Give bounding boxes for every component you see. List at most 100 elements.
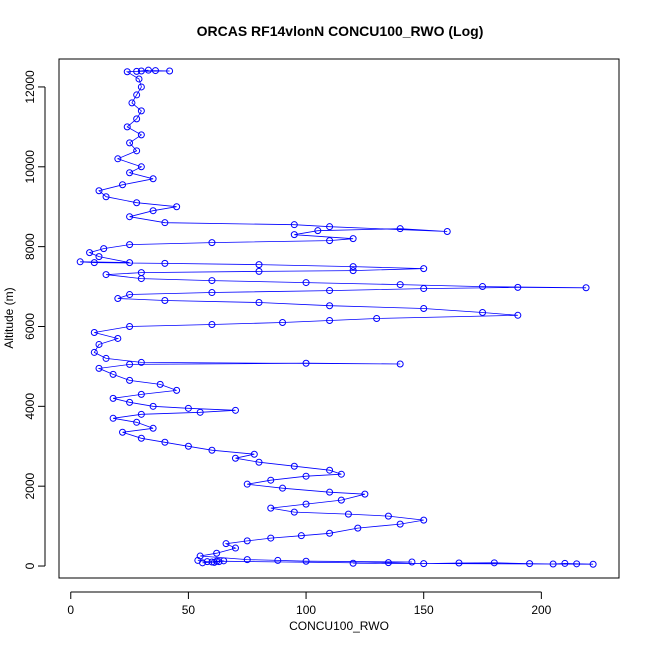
data-point <box>90 259 98 267</box>
data-point <box>149 424 157 432</box>
data-point <box>561 559 569 567</box>
data-point <box>95 253 103 261</box>
plot-frame <box>58 58 620 579</box>
data-point <box>196 552 204 560</box>
data-point <box>514 283 522 291</box>
data-point <box>290 231 298 239</box>
y-tick-label: 6000 <box>23 313 37 340</box>
data-point <box>137 163 145 171</box>
data-point <box>526 560 534 568</box>
data-point <box>582 284 590 292</box>
data-point <box>173 386 181 394</box>
data-point <box>208 239 216 247</box>
x-axis-label: CONCU100_RWO <box>289 619 389 633</box>
data-point <box>126 360 134 368</box>
data-point <box>349 235 357 243</box>
data-point <box>86 249 94 257</box>
data-point <box>373 315 381 322</box>
data-point <box>126 376 134 384</box>
data-point <box>199 559 207 567</box>
x-tick-label: 150 <box>414 603 434 617</box>
data-point <box>267 534 275 542</box>
data-point <box>126 259 134 267</box>
data-point <box>137 390 145 398</box>
data-point <box>149 402 157 410</box>
series-line <box>80 69 594 565</box>
data-point <box>149 207 157 215</box>
data-point <box>455 559 463 567</box>
data-point <box>126 322 134 330</box>
data-point <box>123 123 131 131</box>
data-point <box>184 442 192 450</box>
data-point <box>123 68 131 76</box>
data-point <box>90 348 98 356</box>
data-point <box>250 450 258 458</box>
data-point <box>361 490 369 498</box>
data-point <box>144 66 152 74</box>
data-point <box>302 472 310 480</box>
data-point <box>573 560 581 568</box>
data-point <box>408 558 416 566</box>
data-point <box>396 225 404 233</box>
data-point <box>133 147 141 155</box>
data-point <box>349 263 357 271</box>
x-tick-label: 50 <box>182 603 196 617</box>
data-point <box>243 537 251 545</box>
data-point <box>173 203 181 211</box>
data-point <box>213 549 221 557</box>
y-tick-label: 10000 <box>23 150 37 184</box>
data-point <box>326 488 334 496</box>
data-point <box>137 358 145 366</box>
y-tick-label: 12000 <box>23 70 37 104</box>
data-point <box>326 237 334 245</box>
chart-title: ORCAS RF14vlonN CONCU100_RWO (Log) <box>197 23 484 39</box>
data-point <box>231 544 239 552</box>
data-point <box>549 560 557 568</box>
data-point <box>514 311 522 319</box>
data-point <box>203 558 211 566</box>
data-point <box>326 302 334 310</box>
data-point <box>420 285 428 293</box>
data-point <box>302 500 310 508</box>
data-point <box>135 75 143 83</box>
data-point <box>126 291 134 299</box>
data-point <box>196 408 204 416</box>
data-point <box>208 277 216 285</box>
data-point <box>156 380 164 388</box>
x-tick-label: 200 <box>531 603 551 617</box>
data-point <box>161 438 169 446</box>
data-point <box>443 227 451 235</box>
data-point <box>109 414 117 422</box>
data-point <box>290 508 298 516</box>
data-point <box>133 418 141 426</box>
data-point <box>396 360 404 368</box>
plot-area <box>76 66 597 568</box>
data-point <box>231 406 239 414</box>
x-tick-label: 100 <box>296 603 316 617</box>
data-point <box>420 265 428 273</box>
data-point <box>114 334 122 342</box>
data-point <box>100 245 108 253</box>
data-point <box>151 67 159 75</box>
data-point <box>255 299 263 307</box>
data-point <box>326 287 334 295</box>
data-point <box>396 281 404 289</box>
data-point <box>255 267 263 275</box>
data-point <box>161 219 169 227</box>
data-point <box>302 557 310 565</box>
data-point <box>290 221 298 229</box>
data-point <box>102 354 110 362</box>
data-point <box>126 139 134 147</box>
data-point <box>396 520 404 528</box>
data-point <box>344 510 352 518</box>
data-point <box>279 318 287 326</box>
data-point <box>128 99 136 107</box>
data-point <box>133 91 141 99</box>
data-point <box>119 181 127 189</box>
y-tick-label: 4000 <box>23 393 37 420</box>
data-point <box>243 556 251 564</box>
data-point <box>109 370 117 378</box>
data-point <box>119 428 127 436</box>
data-point <box>95 340 103 348</box>
